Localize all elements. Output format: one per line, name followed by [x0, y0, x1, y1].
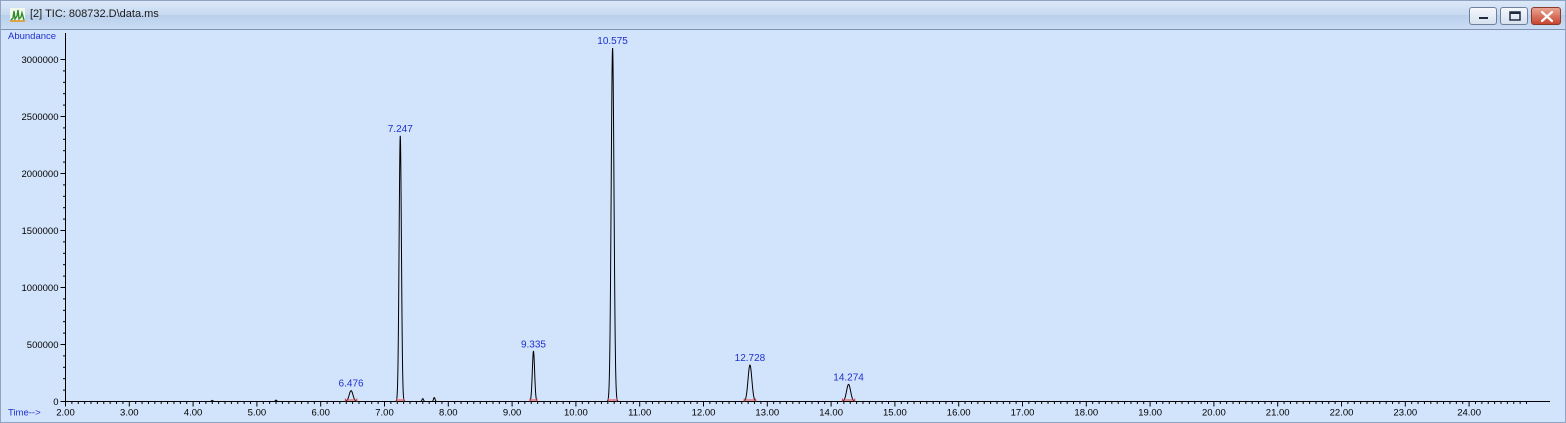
x-tick-label: 9.00: [503, 408, 522, 419]
x-tick-label: 17.00: [1011, 408, 1035, 419]
x-tick-label: 18.00: [1074, 408, 1098, 419]
x-tick-label: 16.00: [947, 408, 971, 419]
y-tick-label: 500000: [27, 340, 59, 351]
x-tick-label: 7.00: [375, 408, 394, 419]
window-title: [2] TIC: 808732.D\data.ms: [30, 8, 159, 20]
x-tick-label: 5.00: [248, 408, 267, 419]
y-tick-label: 3000000: [22, 55, 59, 66]
x-tick-label: 21.00: [1266, 408, 1290, 419]
x-tick-label: 4.00: [184, 408, 203, 419]
y-tick-label: 1500000: [22, 226, 59, 237]
maximize-icon: [1509, 11, 1521, 21]
peak-label: 9.335: [521, 339, 546, 350]
minimize-button[interactable]: [1469, 7, 1497, 25]
x-tick-label: 19.00: [1138, 408, 1162, 419]
y-tick-label: 2500000: [22, 112, 59, 123]
x-tick-label: 23.00: [1393, 408, 1417, 419]
x-tick-label: 3.00: [120, 408, 139, 419]
x-tick-label: 24.00: [1457, 408, 1481, 419]
chromatogram-chart[interactable]: 0 500000 1000000 1500000 2000000 2500000 30000…: [1, 30, 1565, 422]
x-tick-label: 22.00: [1330, 408, 1354, 419]
plot-area[interactable]: 0 500000 1000000 1500000 2000000 2500000 30000…: [1, 30, 1565, 422]
peak-label: 7.247: [388, 124, 413, 135]
minimize-icon: [1479, 17, 1488, 19]
x-tick-label: 10.00: [564, 408, 588, 419]
x-tick-label: 15.00: [883, 408, 907, 419]
title-bar[interactable]: [2] TIC: 808732.D\data.ms: [1, 1, 1565, 30]
maximize-button[interactable]: [1500, 7, 1528, 25]
y-tick-label: 0: [53, 397, 58, 408]
y-axis-title: Abundance: [8, 31, 56, 42]
tic-trace: [65, 47, 1524, 402]
x-tick-label: 2.00: [56, 408, 75, 419]
x-tick-label: 6.00: [311, 408, 330, 419]
x-tick-label: 20.00: [1202, 408, 1226, 419]
x-tick-label: 14.00: [819, 408, 843, 419]
peak-label: 10.575: [597, 36, 628, 47]
peak-label: 6.476: [339, 379, 364, 390]
x-axis-title: Time-->: [8, 408, 41, 419]
chromatogram-app-icon: [10, 8, 25, 22]
close-icon: [1540, 10, 1554, 23]
x-tick-label: 11.00: [628, 408, 651, 419]
x-tick-label: 8.00: [439, 408, 458, 419]
peak-label: 12.728: [735, 353, 766, 364]
peak-label: 14.274: [833, 372, 864, 383]
y-tick-label: 1000000: [22, 283, 59, 294]
x-tick-label: 12.00: [692, 408, 716, 419]
close-button[interactable]: [1531, 7, 1561, 25]
x-tick-label: 13.00: [755, 408, 779, 419]
y-tick-label: 2000000: [22, 169, 59, 180]
